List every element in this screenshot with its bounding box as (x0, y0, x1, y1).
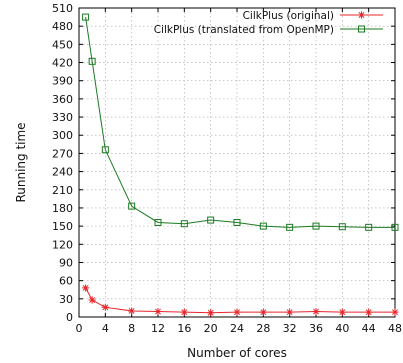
legend-marker (358, 25, 365, 33)
data-point (207, 216, 215, 224)
y-tick-label: 300 (52, 129, 73, 142)
y-tick-label: 390 (52, 75, 73, 88)
data-point (180, 308, 188, 316)
data-point (391, 223, 399, 231)
y-tick-label: 120 (52, 238, 73, 251)
data-point (259, 222, 267, 230)
data-point (233, 308, 241, 316)
data-point (312, 307, 320, 316)
data-point (207, 309, 215, 317)
data-point (88, 296, 96, 304)
y-tick-label: 240 (52, 166, 73, 179)
data-point (101, 146, 109, 154)
data-point (338, 308, 346, 316)
data-point (154, 218, 162, 226)
legend-label: CilkPlus (translated from OpenMP) (154, 24, 334, 36)
series-2 (82, 13, 399, 231)
data-point (154, 307, 162, 316)
legend-entry: CilkPlus (translated from OpenMP) (154, 24, 383, 36)
x-tick-label: 48 (388, 322, 402, 335)
data-point (128, 202, 136, 210)
series-group (81, 13, 399, 317)
x-axis-label: Number of cores (187, 346, 287, 360)
legend-entry: CilkPlus (original) (243, 10, 383, 22)
y-tick-label: 270 (52, 147, 73, 160)
data-point (259, 308, 267, 316)
y-tick-label: 0 (66, 311, 73, 324)
y-tick-label: 330 (52, 111, 73, 124)
y-tick-label: 480 (52, 20, 73, 33)
y-tick-label: 30 (59, 293, 73, 306)
y-tick-label: 420 (52, 57, 73, 70)
x-tick-label: 24 (230, 322, 244, 335)
y-tick-label: 210 (52, 184, 73, 197)
data-point (128, 307, 136, 315)
data-point (338, 223, 346, 231)
x-tick-label: 0 (76, 322, 83, 335)
y-tick-label: 180 (52, 202, 73, 215)
data-point (233, 218, 241, 226)
series-line (85, 17, 395, 228)
data-point (286, 308, 294, 316)
grid (79, 8, 395, 317)
legend: CilkPlus (original) CilkPlus (translated … (154, 10, 383, 36)
legend-label: CilkPlus (original) (243, 10, 334, 22)
legend-marker (357, 11, 366, 19)
x-tick-label: 20 (204, 322, 218, 335)
series-1 (81, 284, 399, 317)
y-tick-label: 450 (52, 38, 73, 51)
data-point (180, 220, 188, 228)
y-tick-label: 90 (59, 256, 73, 269)
data-point (88, 57, 96, 65)
plot-frame (78, 7, 396, 318)
x-tick-label: 28 (256, 322, 270, 335)
data-point (101, 303, 109, 311)
data-point (312, 222, 320, 230)
data-point (286, 223, 294, 231)
data-point (81, 284, 90, 292)
data-point (82, 13, 90, 21)
y-tick-label: 60 (59, 275, 73, 288)
y-axis-label: Running time (14, 122, 28, 202)
x-tick-label: 40 (335, 322, 349, 335)
axis-ticks: 0306090120150180210240270300330360390420… (52, 2, 402, 335)
x-tick-label: 32 (283, 322, 297, 335)
x-tick-label: 44 (362, 322, 376, 335)
y-tick-label: 150 (52, 220, 73, 233)
y-tick-label: 360 (52, 93, 73, 106)
x-tick-label: 8 (128, 322, 135, 335)
x-tick-label: 4 (102, 322, 109, 335)
data-point (391, 308, 399, 316)
x-tick-label: 16 (177, 322, 191, 335)
x-tick-label: 36 (309, 322, 323, 335)
data-point (365, 308, 373, 316)
y-tick-label: 510 (52, 2, 73, 15)
series-line (85, 287, 395, 314)
data-point (365, 223, 373, 231)
x-tick-label: 12 (151, 322, 165, 335)
